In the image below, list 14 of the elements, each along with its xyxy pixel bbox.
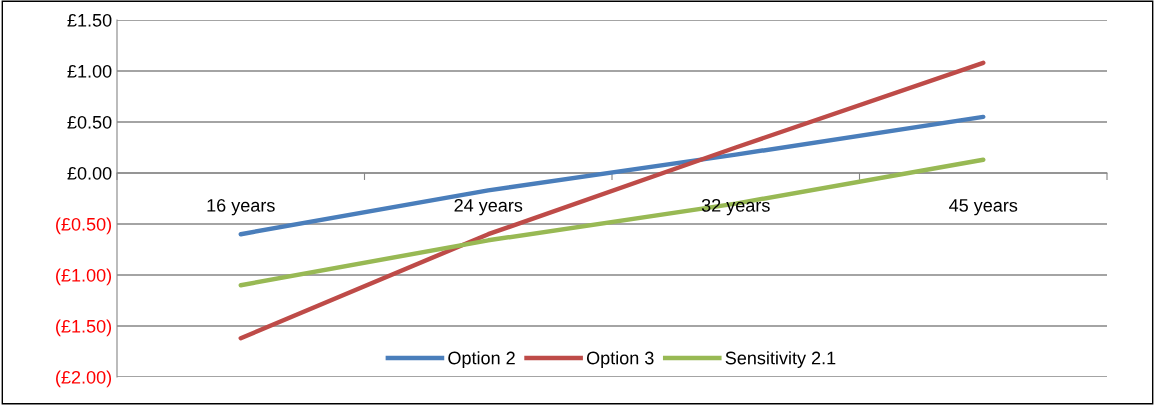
legend-label: Option 2 <box>448 351 515 368</box>
y-tick-label: £1.50 <box>67 13 112 27</box>
x-tick-label: 45 years <box>949 199 1018 216</box>
y-tick-label: (£0.50) <box>56 217 112 235</box>
y-tick-label: (£2.00) <box>56 370 112 388</box>
y-tick-label: £0.00 <box>67 166 112 180</box>
y-tick-label: £1.00 <box>67 64 112 78</box>
x-tick-label: 24 years <box>454 198 523 216</box>
y-tick-label: (£1.00) <box>56 268 112 286</box>
y-tick-label: (£1.50) <box>56 319 112 337</box>
x-tick-label: 16 years <box>207 198 275 216</box>
legend-label: Option 3 <box>586 351 654 368</box>
y-tick-label: £0.50 <box>67 115 112 129</box>
legend-label: Sensitivity 2.1 <box>725 351 836 368</box>
